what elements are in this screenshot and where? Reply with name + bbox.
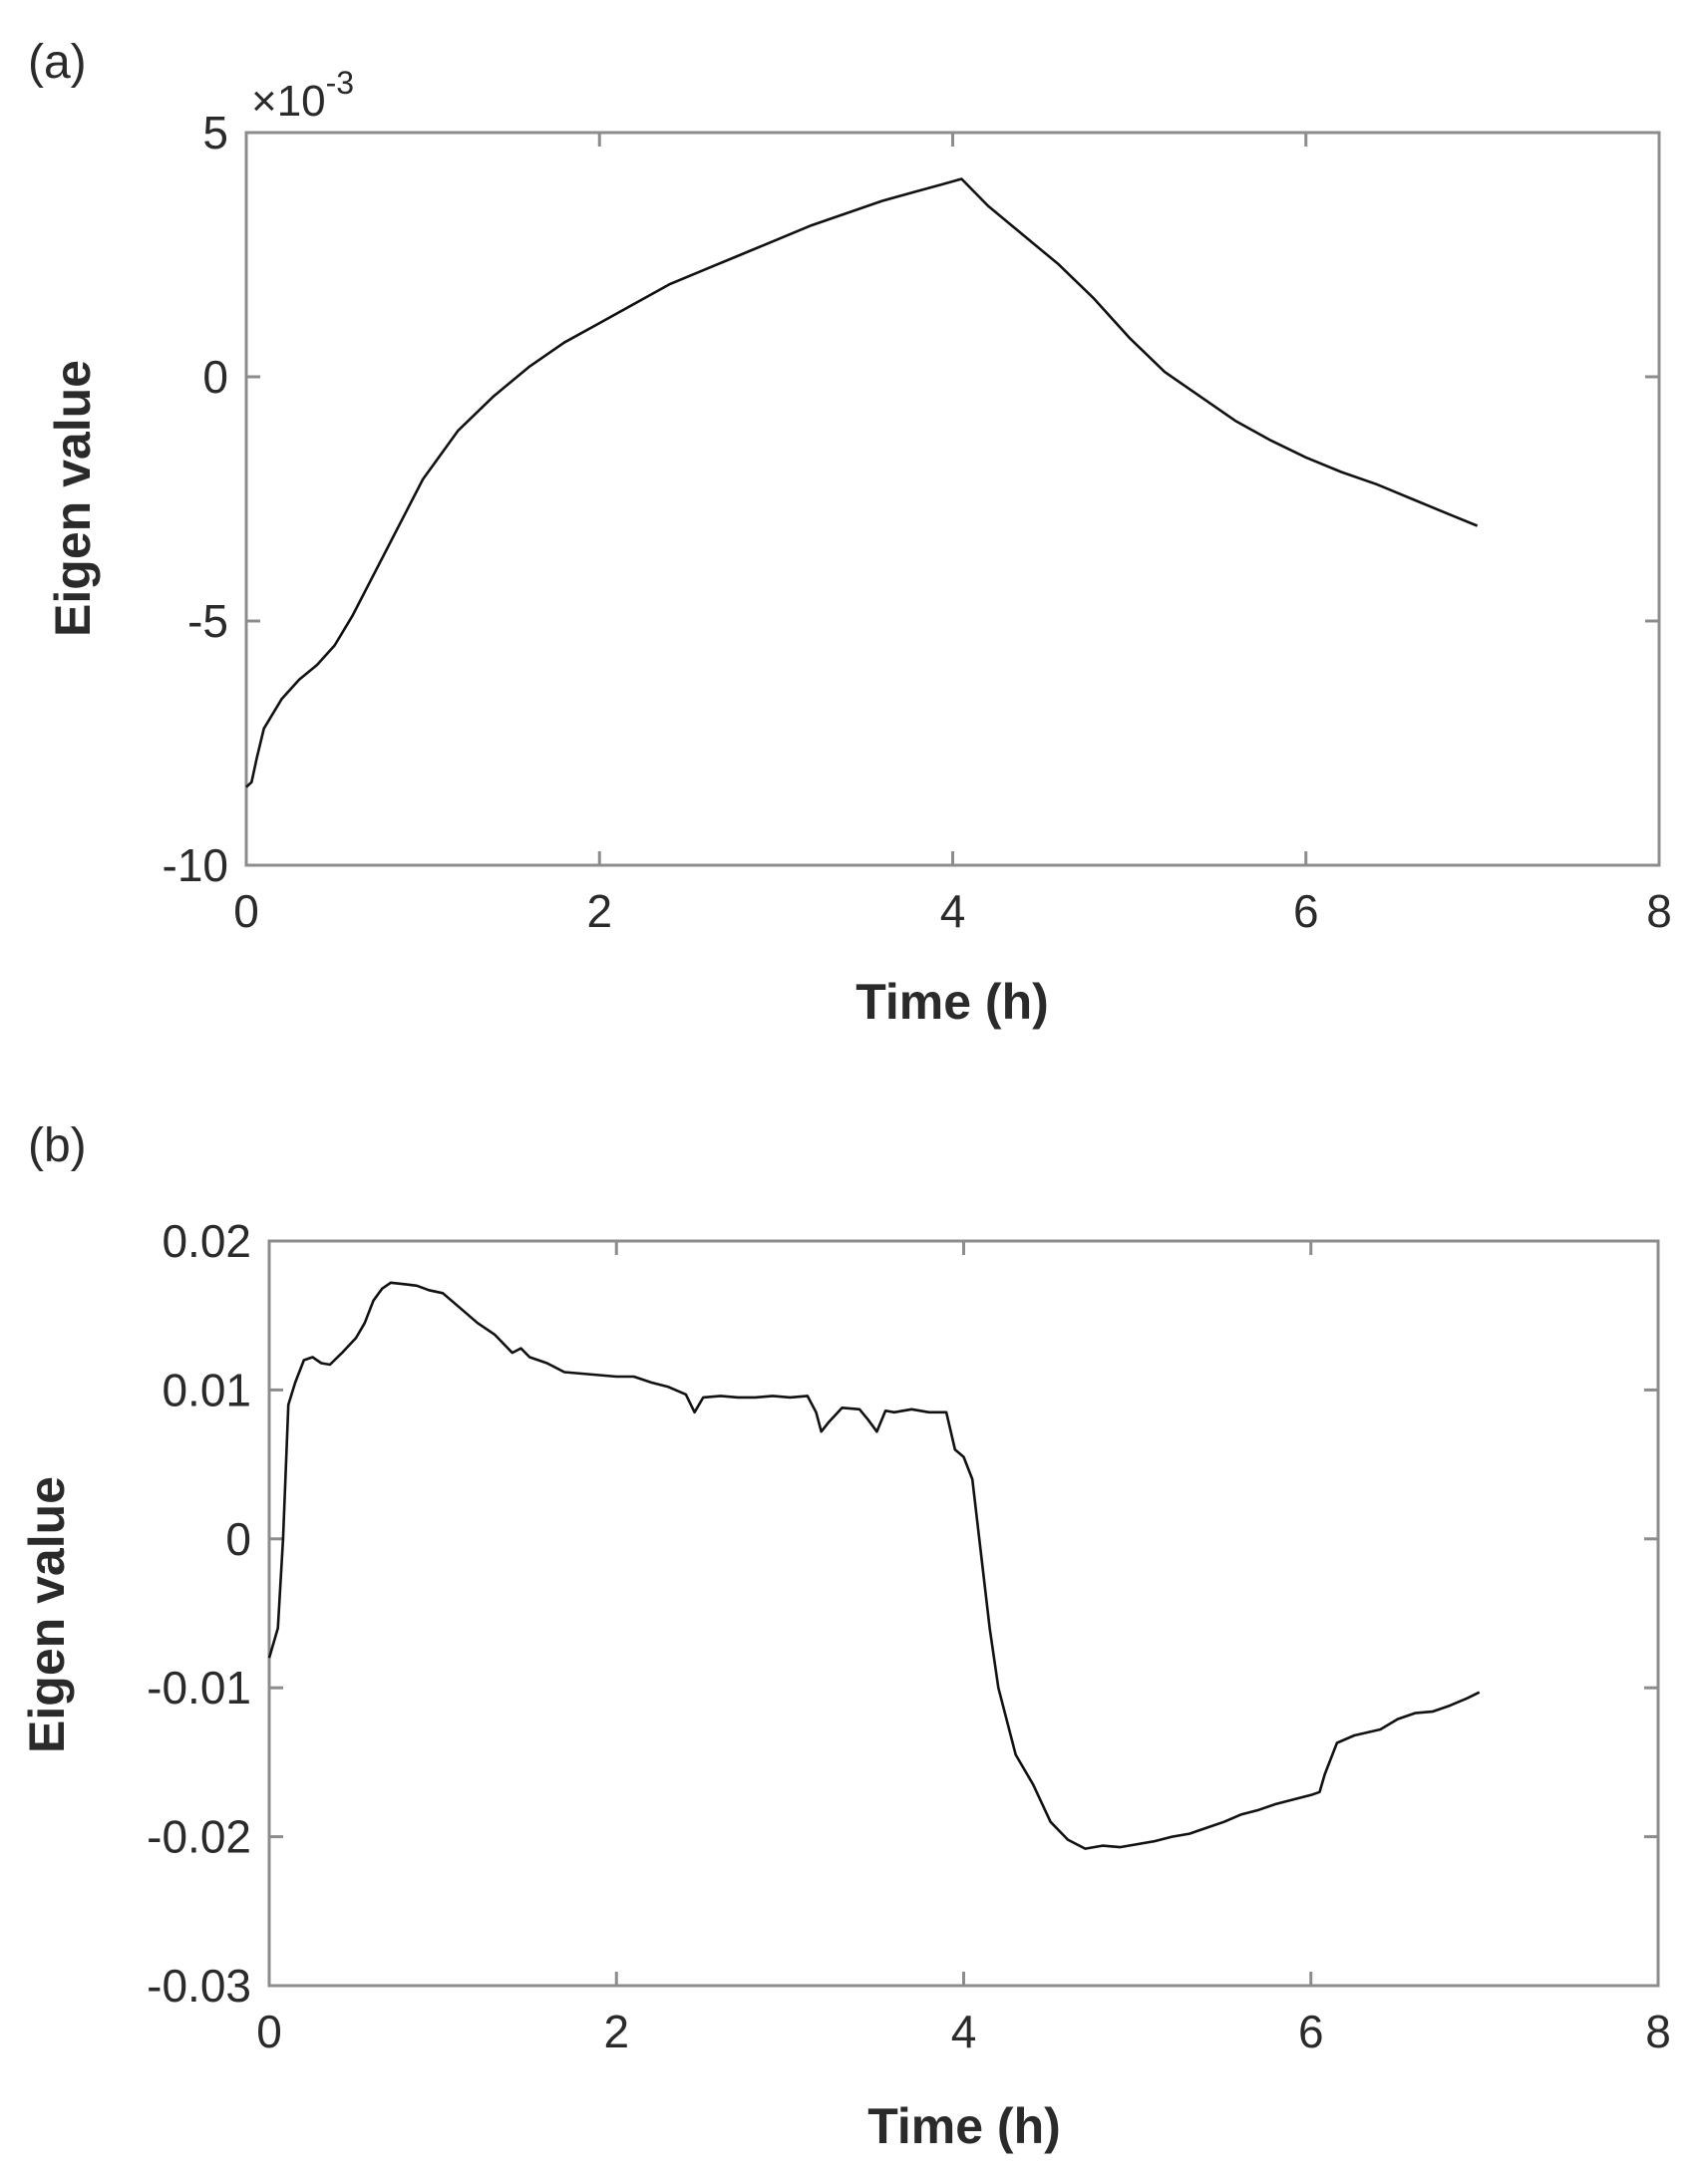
panel-a-y-tick-label: -10 <box>163 839 228 891</box>
panel-a-x-tick-label: 0 <box>233 885 259 937</box>
panel-b: (b) 0 2 4 6 8 -0.03 -0.02 -0.01 0 0.01 0.02 Time (… <box>19 1119 1671 2154</box>
panel-b-y-tick-label: -0.01 <box>147 1662 251 1714</box>
panel-b-y-tick-label: -0.02 <box>147 1811 251 1863</box>
panel-b-y-tick-label: 0.01 <box>162 1364 251 1415</box>
panel-a-y-scale-label: ×10-3 <box>251 65 354 126</box>
panel-a-x-tick-label: 4 <box>940 885 966 937</box>
panel-b-series-line <box>267 1281 1481 1850</box>
panel-b-y-tick-label: -0.03 <box>147 1960 251 2012</box>
panel-b-x-tick-label: 0 <box>256 2006 282 2057</box>
panel-b-ticks: 0 2 4 6 8 -0.03 -0.02 -0.01 0 0.01 0.02 <box>147 1215 1671 2057</box>
panel-a-x-tick-label: 6 <box>1293 885 1319 937</box>
panel-a-label: (a) <box>28 36 87 89</box>
panel-a-x-axis-title: Time (h) <box>855 974 1049 1030</box>
panel-b-axes-frame <box>267 1239 1660 1988</box>
panel-a-axes-frame <box>244 131 1661 867</box>
panel-a-series-line <box>245 177 1479 788</box>
panel-a-y-tick-label: 5 <box>202 107 228 158</box>
panel-b-y-axis-title: Eigen value <box>19 1476 75 1753</box>
panel-a-y-tick-label: -5 <box>187 595 228 647</box>
panel-b-x-tick-label: 2 <box>603 2006 629 2057</box>
panel-b-x-axis-title: Time (h) <box>867 2098 1061 2154</box>
panel-b-x-tick-label: 4 <box>951 2006 977 2057</box>
panel-a-y-tick-label: 0 <box>202 351 228 403</box>
panel-b-x-tick-label: 6 <box>1298 2006 1324 2057</box>
panel-a: (a) ×10-3 0 2 4 6 8 -10 -5 0 5 Time (h) Eigen va… <box>28 36 1672 1030</box>
panel-b-x-tick-label: 8 <box>1645 2006 1671 2057</box>
panel-a-x-tick-label: 2 <box>586 885 612 937</box>
panel-a-x-tick-label: 8 <box>1646 885 1672 937</box>
panel-b-y-tick-label: 0 <box>225 1513 251 1565</box>
panel-b-y-tick-label: 0.02 <box>162 1215 251 1267</box>
panel-b-label: (b) <box>28 1119 87 1172</box>
panel-a-y-axis-title: Eigen value <box>45 360 101 637</box>
panel-a-ticks: 0 2 4 6 8 -10 -5 0 5 <box>163 107 1672 937</box>
